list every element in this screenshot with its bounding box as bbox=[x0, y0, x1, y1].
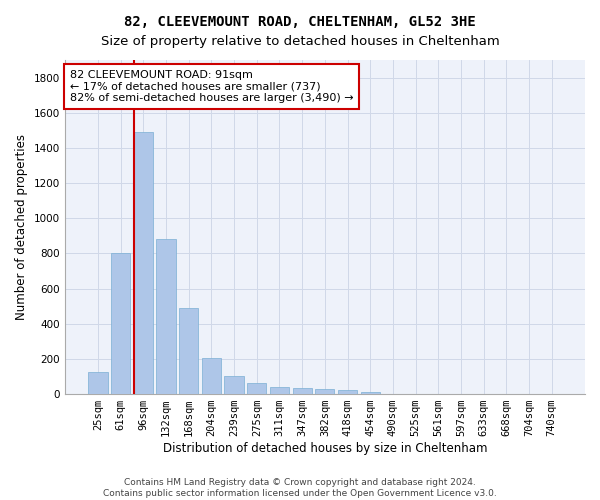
Bar bbox=[270, 386, 289, 394]
Bar bbox=[361, 392, 380, 394]
X-axis label: Distribution of detached houses by size in Cheltenham: Distribution of detached houses by size … bbox=[163, 442, 487, 455]
Bar bbox=[179, 308, 199, 394]
Bar bbox=[224, 376, 244, 394]
Bar bbox=[315, 389, 334, 394]
Bar bbox=[293, 388, 312, 394]
Bar bbox=[202, 358, 221, 394]
Text: Contains HM Land Registry data © Crown copyright and database right 2024.
Contai: Contains HM Land Registry data © Crown c… bbox=[103, 478, 497, 498]
Bar bbox=[134, 132, 153, 394]
Bar bbox=[88, 372, 107, 394]
Bar bbox=[247, 382, 266, 394]
Bar bbox=[157, 240, 176, 394]
Text: Size of property relative to detached houses in Cheltenham: Size of property relative to detached ho… bbox=[101, 35, 499, 48]
Text: 82, CLEEVEMOUNT ROAD, CHELTENHAM, GL52 3HE: 82, CLEEVEMOUNT ROAD, CHELTENHAM, GL52 3… bbox=[124, 15, 476, 29]
Text: 82 CLEEVEMOUNT ROAD: 91sqm
← 17% of detached houses are smaller (737)
82% of sem: 82 CLEEVEMOUNT ROAD: 91sqm ← 17% of deta… bbox=[70, 70, 353, 103]
Bar bbox=[338, 390, 357, 394]
Y-axis label: Number of detached properties: Number of detached properties bbox=[15, 134, 28, 320]
Bar bbox=[111, 254, 130, 394]
